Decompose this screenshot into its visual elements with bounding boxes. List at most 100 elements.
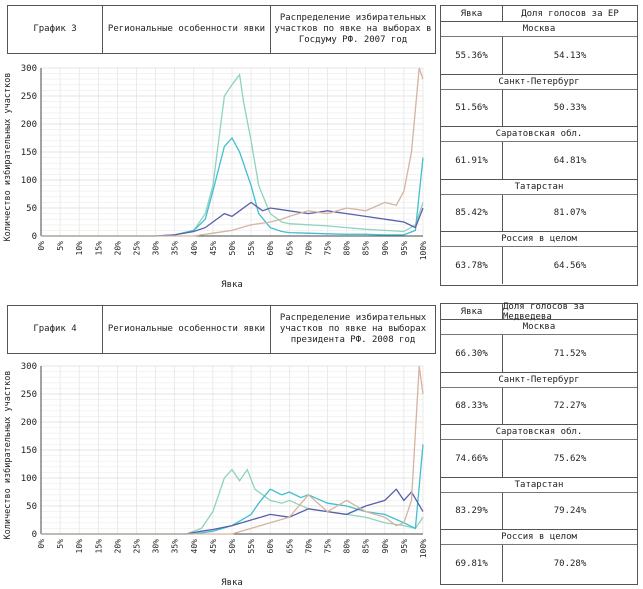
- x-tick-label: 5%: [56, 539, 65, 549]
- x-tick-label: 75%: [324, 241, 333, 256]
- x-tick-label: 50%: [228, 241, 237, 256]
- series-line-3: [41, 201, 424, 237]
- series-line-1: [41, 73, 424, 237]
- x-tick-label: 0%: [37, 539, 46, 549]
- chart3-table: Явка Доля голосов за ЕР Москва 55.36% 54.1…: [440, 5, 638, 286]
- x-tick-label: 20%: [113, 539, 122, 554]
- turnout-value: 61.91%: [441, 142, 503, 180]
- share-value: 64.81%: [553, 155, 587, 166]
- series-line-4: [41, 365, 424, 535]
- x-tick-label: 45%: [209, 241, 218, 256]
- chart3-plot: 0 50 100 150 200 250 300 0% 5% 10% 15% 20% 25% 30% 35%…: [2, 64, 428, 290]
- table-row: Саратовская обл. 61.91% 64.81%: [441, 127, 637, 180]
- x-tick-label: 5%: [56, 241, 65, 251]
- x-tick-label: 75%: [324, 539, 333, 554]
- y-tick-label: 50: [26, 204, 37, 214]
- y-tick-label: 300: [21, 362, 37, 372]
- x-tick-label: 65%: [285, 241, 294, 256]
- share-value: 72.27%: [553, 401, 587, 412]
- chart4-description: Распределение избирательных участков по …: [279, 313, 427, 345]
- x-tick-label: 30%: [152, 539, 161, 554]
- share-value: 75.62%: [553, 453, 587, 464]
- x-tick-label: 35%: [171, 241, 180, 256]
- turnout-value: 68.33%: [441, 387, 503, 425]
- x-tick-label: 40%: [190, 241, 199, 256]
- share-value: 54.13%: [553, 50, 587, 61]
- turnout-value: 69.81%: [441, 545, 503, 583]
- x-tick-label: 60%: [266, 539, 275, 554]
- region-name: Россия в целом: [441, 232, 637, 248]
- chart4-header: График 4 Региональные особенности явки Р…: [7, 305, 436, 354]
- chart3-region-label: Региональные особенности явки: [103, 6, 271, 53]
- chart3-col-share: Доля голосов за ЕР: [521, 8, 619, 19]
- table-row: Татарстан 83.29% 79.24%: [441, 478, 637, 531]
- y-tick-label: 250: [21, 92, 37, 102]
- region-name: Россия в целом: [441, 530, 637, 546]
- share-value: 70.28%: [553, 558, 587, 569]
- grid: [40, 365, 424, 535]
- series-line-2: [41, 136, 424, 237]
- share-value: 50.33%: [553, 103, 587, 114]
- y-tick-label: 150: [21, 148, 37, 158]
- table-row: Татарстан 85.42% 81.07%: [441, 180, 637, 233]
- y-tick-label: 0: [32, 530, 37, 540]
- turnout-value: 85.42%: [441, 194, 503, 232]
- table-row: Санкт-Петербург 51.56% 50.33%: [441, 75, 637, 128]
- x-tick-label: 100%: [419, 241, 428, 260]
- y-tick-label: 50: [26, 502, 37, 512]
- turnout-value: 74.66%: [441, 440, 503, 478]
- x-tick-label: 10%: [75, 539, 84, 554]
- chart4-graph-label: График 4: [8, 306, 103, 353]
- chart4-col-share: Доля голосов за Медведева: [503, 301, 585, 322]
- y-tick-label: 100: [21, 474, 37, 484]
- region-name: Москва: [441, 22, 637, 37]
- y-tick-label: 200: [21, 120, 37, 130]
- y-axis-label: Количество избирательных участков: [2, 73, 13, 242]
- region-name: Москва: [441, 320, 637, 335]
- table-row: Санкт-Петербург 68.33% 72.27%: [441, 373, 637, 426]
- share-value: 71.52%: [553, 348, 587, 359]
- share-value: 81.07%: [553, 208, 587, 219]
- x-tick-label: 65%: [285, 539, 294, 554]
- chart3-col-turnout: Явка: [441, 6, 503, 21]
- x-tick-label: 10%: [75, 241, 84, 256]
- table-row: Москва 55.36% 54.13%: [441, 22, 637, 75]
- region-name: Татарстан: [441, 180, 637, 195]
- region-name: Санкт-Петербург: [441, 373, 637, 388]
- table-row: Россия в целом 69.81% 70.28%: [441, 530, 637, 583]
- x-tick-label: 0%: [37, 241, 46, 251]
- y-axis-label: Количество избирательных участков: [2, 371, 13, 540]
- x-tick-label: 95%: [400, 241, 409, 256]
- x-tick-label: 45%: [209, 539, 218, 554]
- series-line-1: [41, 468, 424, 535]
- chart4-table: Явка Доля голосов за Медведева Москва 66.…: [440, 301, 638, 585]
- y-tick-label: 300: [21, 64, 37, 74]
- turnout-value: 83.29%: [441, 492, 503, 530]
- x-tick-label: 25%: [133, 539, 142, 554]
- chart3-graph-label: График 3: [8, 6, 103, 53]
- y-tick-label: 150: [21, 446, 37, 456]
- x-tick-label: 50%: [228, 539, 237, 554]
- x-tick-label: 55%: [247, 241, 256, 256]
- x-tick-label: 85%: [362, 241, 371, 256]
- region-name: Санкт-Петербург: [441, 75, 637, 90]
- turnout-value: 66.30%: [441, 335, 503, 372]
- x-tick-label: 20%: [113, 241, 122, 256]
- x-tick-label: 95%: [400, 539, 409, 554]
- chart4-plot: 0 50 100 150 200 250 300 0% 5% 10% 15% 20% 25% 30% 35%…: [2, 362, 428, 588]
- x-tick-label: 70%: [304, 539, 313, 554]
- chart4-table-header: Явка Доля голосов за Медведева: [441, 301, 637, 322]
- table-row: Россия в целом 63.78% 64.56%: [441, 232, 637, 285]
- chart3-header: График 3 Региональные особенности явки Р…: [7, 5, 436, 54]
- chart3-table-header: Явка Доля голосов за ЕР: [441, 6, 637, 22]
- y-tick-label: 250: [21, 390, 37, 400]
- y-tick-label: 100: [21, 176, 37, 186]
- turnout-value: 51.56%: [441, 89, 503, 127]
- y-tick-label: 200: [21, 418, 37, 428]
- x-tick-label: 35%: [171, 539, 180, 554]
- x-tick-label: 30%: [152, 241, 161, 256]
- x-tick-label: 60%: [266, 241, 275, 256]
- x-tick-label: 80%: [343, 539, 352, 554]
- x-tick-label: 55%: [247, 539, 256, 554]
- series-line-4: [41, 67, 424, 237]
